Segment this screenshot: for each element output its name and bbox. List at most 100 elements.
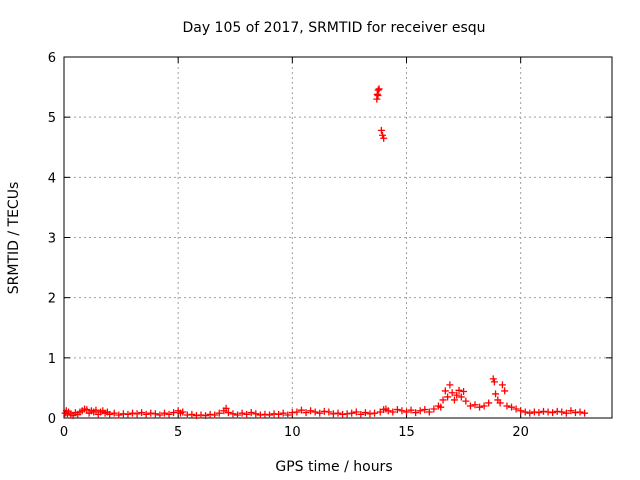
data-point-marker <box>457 393 465 401</box>
axis-ticks: 0 5 10 15 20 0 1 2 3 4 5 6 <box>48 51 612 440</box>
data-point-marker <box>316 409 324 417</box>
data-point-marker <box>302 409 310 417</box>
data-point-marker <box>526 409 534 417</box>
data-point-marker <box>567 407 575 415</box>
data-point-marker <box>243 410 251 418</box>
data-point-marker <box>133 410 141 418</box>
data-point-marker <box>384 407 392 415</box>
data-point-marker <box>508 403 516 411</box>
data-point-marker <box>380 134 388 142</box>
data-point-marker <box>498 381 506 389</box>
data-point-marker <box>450 396 458 404</box>
data-point-marker <box>421 406 429 414</box>
data-point-marker <box>348 409 356 417</box>
data-point-marker <box>325 408 333 416</box>
y-tick-label: 5 <box>48 111 56 126</box>
data-point-marker <box>503 402 511 410</box>
data-point-marker <box>496 399 504 407</box>
data-point-marker <box>275 410 283 418</box>
data-point-marker <box>492 390 500 398</box>
data-point-marker <box>124 410 132 418</box>
y-tick-label: 4 <box>48 171 56 186</box>
data-point-marker <box>485 399 493 407</box>
x-axis-label: GPS time / hours <box>275 459 392 475</box>
data-point-marker <box>156 411 164 419</box>
y-tick-label: 0 <box>48 412 56 427</box>
x-tick-label: 0 <box>60 425 68 440</box>
data-point-marker <box>430 405 438 413</box>
y-tick-label: 3 <box>48 232 56 247</box>
data-point-marker <box>222 404 230 412</box>
data-point-marker <box>252 410 260 418</box>
data-point-marker <box>160 409 168 417</box>
data-point-marker <box>334 409 342 417</box>
data-point-marker <box>138 409 146 417</box>
data-point-marker <box>106 410 114 418</box>
y-tick-label: 6 <box>48 51 56 66</box>
data-point-marker <box>170 409 178 417</box>
grid-lines <box>64 57 612 418</box>
data-point-marker <box>460 388 468 396</box>
data-point-marker <box>165 410 173 418</box>
data-point-marker <box>453 391 461 399</box>
data-point-marker <box>576 408 584 416</box>
data-point-marker <box>224 409 232 417</box>
data-point-marker <box>521 408 529 416</box>
y-axis-label: SRMTID / TECUs <box>6 182 22 295</box>
data-point-marker <box>352 408 360 416</box>
data-point-marker <box>462 397 470 405</box>
data-point-marker <box>549 409 557 417</box>
x-tick-label: 10 <box>284 425 301 440</box>
data-point-marker <box>490 378 498 386</box>
data-point-marker <box>229 410 237 418</box>
data-point-marker <box>398 407 406 415</box>
data-point-marker <box>266 411 273 419</box>
data-point-marker <box>501 387 509 395</box>
x-tick-label: 5 <box>174 425 182 440</box>
data-point-marker <box>238 409 246 417</box>
data-point-marker <box>480 402 488 410</box>
data-point-marker <box>444 393 452 401</box>
data-point-marker <box>92 406 100 414</box>
data-point-marker <box>284 411 292 419</box>
data-point-marker <box>439 396 447 404</box>
data-point-marker <box>476 403 484 411</box>
data-point-marker <box>558 408 566 416</box>
data-point-marker <box>307 407 315 415</box>
data-point-marker <box>83 406 91 414</box>
data-point-marker <box>437 403 445 411</box>
data-point-marker <box>215 409 223 417</box>
data-point-marker <box>535 409 543 417</box>
data-point-marker <box>441 387 449 395</box>
data-point-marker <box>448 389 456 397</box>
data-points <box>61 85 589 420</box>
data-point-marker <box>412 409 420 417</box>
data-point-marker <box>416 407 424 415</box>
data-point-marker <box>581 409 589 417</box>
data-point-marker <box>403 408 410 416</box>
data-point-marker <box>512 405 520 413</box>
y-tick-label: 1 <box>48 352 56 367</box>
data-point-marker <box>375 85 383 93</box>
data-point-marker <box>247 409 255 417</box>
data-point-marker <box>425 408 433 416</box>
data-point-marker <box>389 408 397 416</box>
chart-title: Day 105 of 2017, SRMTID for receiver esq… <box>182 20 485 36</box>
data-point-marker <box>374 92 382 100</box>
data-point-marker <box>455 386 463 394</box>
data-point-marker <box>446 381 454 389</box>
data-point-marker <box>407 406 415 414</box>
data-point-marker <box>379 131 387 139</box>
data-point-marker <box>371 409 379 417</box>
data-point-marker <box>489 375 497 383</box>
x-tick-label: 15 <box>398 425 415 440</box>
data-point-marker <box>373 90 381 98</box>
data-point-marker <box>202 412 210 420</box>
data-point-marker <box>466 402 474 410</box>
data-point-marker <box>471 401 479 409</box>
data-point-marker <box>357 410 365 418</box>
data-point-marker <box>211 411 219 419</box>
data-point-marker <box>361 409 369 417</box>
data-point-marker <box>115 411 123 419</box>
